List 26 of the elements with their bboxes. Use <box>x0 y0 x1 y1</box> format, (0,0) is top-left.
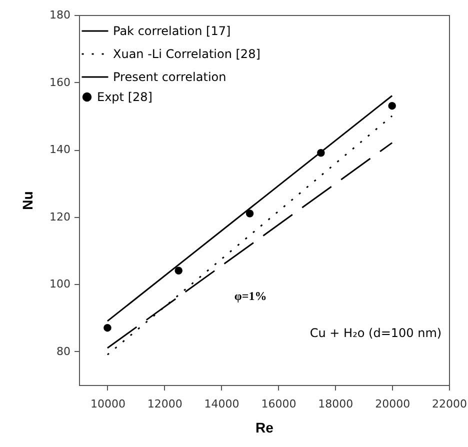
y-tick-label: 100 <box>50 278 70 291</box>
point <box>174 266 182 274</box>
y-tick-label: 140 <box>50 143 70 156</box>
legend-label: Pak correlation [17] <box>113 24 231 38</box>
y-axis-title: Nu <box>20 191 36 210</box>
y-tick-label: 160 <box>50 76 70 89</box>
y-tick-label: 80 <box>56 344 70 358</box>
x-tick-label: 16000 <box>261 398 296 410</box>
x-tick-label: 10000 <box>90 398 126 410</box>
legend-label: Present correlation <box>113 70 226 84</box>
legend-label: Xuan -Li Correlation [28] <box>113 47 260 61</box>
point <box>388 102 396 110</box>
legend-label: Expt [28] <box>97 90 152 104</box>
x-tick-label: 22000 <box>432 398 467 410</box>
x-tick-label: 12000 <box>147 398 182 410</box>
annotation: Cu + H₂o (d=100 nm) <box>310 326 442 340</box>
point <box>246 210 254 218</box>
annotation: φ=1% <box>234 289 267 304</box>
x-tick-label: 20000 <box>375 398 410 410</box>
point <box>317 149 325 157</box>
x-tick-label: 18000 <box>318 398 354 410</box>
x-tick-label: 14000 <box>204 398 240 410</box>
y-tick-label: 120 <box>50 210 70 224</box>
point <box>104 324 112 332</box>
y-tick-label: 180 <box>50 8 70 22</box>
x-axis-title: Re <box>256 420 274 436</box>
